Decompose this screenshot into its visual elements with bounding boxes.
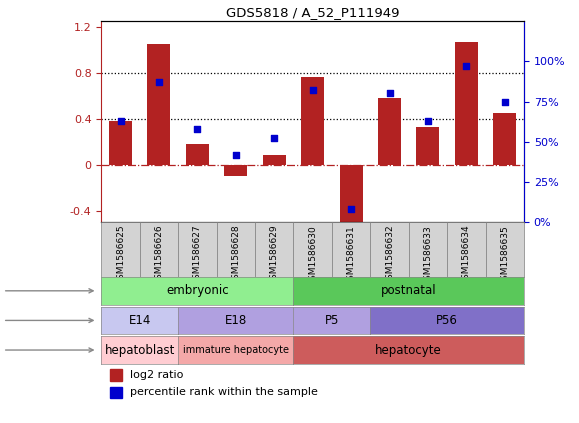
FancyBboxPatch shape: [371, 222, 409, 277]
Text: GSM1586627: GSM1586627: [193, 225, 202, 286]
Bar: [378, 98, 401, 165]
Text: GSM1586631: GSM1586631: [347, 225, 356, 286]
Text: hepatocyte: hepatocyte: [375, 343, 442, 357]
FancyBboxPatch shape: [447, 222, 486, 277]
Text: P56: P56: [436, 314, 458, 327]
Point: [231, 151, 240, 158]
Bar: [148, 44, 170, 165]
Bar: [109, 121, 132, 165]
Point: [500, 98, 510, 105]
Title: GDS5818 / A_52_P111949: GDS5818 / A_52_P111949: [226, 5, 400, 19]
Bar: [110, 387, 122, 398]
Point: [270, 135, 279, 142]
FancyBboxPatch shape: [255, 222, 294, 277]
Text: age: age: [0, 316, 93, 325]
Text: GSM1586625: GSM1586625: [116, 225, 125, 286]
Text: embryonic: embryonic: [166, 284, 229, 297]
Bar: [224, 165, 247, 176]
Text: GSM1586626: GSM1586626: [155, 225, 163, 286]
Point: [423, 118, 433, 124]
Point: [116, 118, 125, 124]
FancyBboxPatch shape: [486, 222, 524, 277]
FancyBboxPatch shape: [409, 222, 447, 277]
Text: GSM1586629: GSM1586629: [270, 225, 278, 286]
Text: log2 ratio: log2 ratio: [130, 370, 184, 380]
Point: [155, 79, 164, 85]
Bar: [186, 144, 209, 165]
FancyBboxPatch shape: [332, 222, 371, 277]
Point: [193, 126, 202, 132]
Text: GSM1586630: GSM1586630: [308, 225, 317, 286]
Text: GSM1586635: GSM1586635: [500, 225, 510, 286]
Bar: [110, 370, 122, 381]
Text: percentile rank within the sample: percentile rank within the sample: [130, 387, 318, 397]
Bar: [493, 113, 516, 165]
Point: [346, 206, 356, 213]
Text: hepatoblast: hepatoblast: [105, 343, 175, 357]
Bar: [416, 127, 439, 165]
Bar: [263, 156, 286, 165]
Text: GSM1586628: GSM1586628: [232, 225, 240, 286]
Text: GSM1586633: GSM1586633: [423, 225, 433, 286]
Bar: [301, 77, 324, 165]
Text: cell type: cell type: [0, 345, 93, 355]
Bar: [339, 165, 362, 222]
Bar: [455, 42, 478, 165]
Text: E14: E14: [129, 314, 151, 327]
FancyBboxPatch shape: [101, 222, 140, 277]
Point: [461, 63, 471, 69]
Text: immature hepatocyte: immature hepatocyte: [183, 345, 289, 355]
FancyBboxPatch shape: [140, 222, 178, 277]
FancyBboxPatch shape: [178, 222, 217, 277]
FancyBboxPatch shape: [217, 222, 255, 277]
Text: GSM1586632: GSM1586632: [385, 225, 394, 286]
Text: GSM1586634: GSM1586634: [462, 225, 471, 286]
Text: development stage: development stage: [0, 286, 93, 296]
Point: [308, 87, 317, 93]
Text: P5: P5: [325, 314, 339, 327]
Point: [385, 90, 394, 97]
Text: postnatal: postnatal: [381, 284, 437, 297]
FancyBboxPatch shape: [294, 222, 332, 277]
Text: E18: E18: [225, 314, 247, 327]
